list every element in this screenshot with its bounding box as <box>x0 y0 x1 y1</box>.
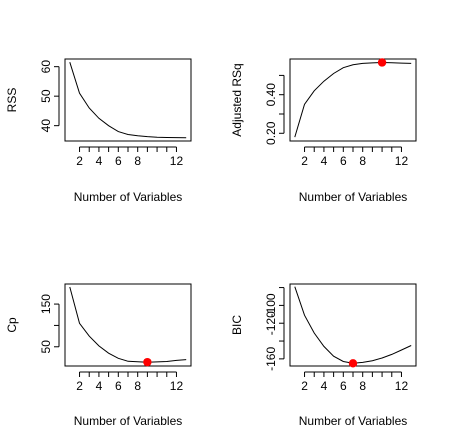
y-tick-label: -120 <box>264 311 278 335</box>
x-tick-label: 4 <box>96 379 103 393</box>
x-tick-label: 6 <box>115 379 122 393</box>
x-axis-label: Number of Variables <box>74 190 183 204</box>
y-axis-label: RSS <box>5 88 19 113</box>
x-tick-label: 2 <box>301 154 308 168</box>
x-tick-label: 8 <box>359 379 366 393</box>
x-tick-label: 2 <box>76 154 83 168</box>
panel-2: 2 4 6 8 12 0.20 0.40 Number of Variables Adjuste… <box>230 58 417 204</box>
y-tick-label: 50 <box>39 89 53 103</box>
x-tick-label: 12 <box>170 154 184 168</box>
y-axis-label: Adjusted RSq <box>230 63 244 136</box>
x-tick-label: 4 <box>321 154 328 168</box>
y-tick-label: 60 <box>39 60 53 74</box>
panel-1: 2 4 6 8 12 40 50 60 Number of Variables RSS <box>5 58 192 204</box>
y-tick-label: -100 <box>264 293 278 317</box>
y-tick-label: 50 <box>39 340 53 354</box>
y-tick-label: 150 <box>39 294 53 314</box>
x-axis-label: Number of Variables <box>299 190 408 204</box>
plot-frame <box>289 58 417 142</box>
series-line <box>294 286 412 364</box>
optimum-point <box>143 357 152 367</box>
x-tick-label: 12 <box>170 379 184 393</box>
x-tick-label: 2 <box>301 379 308 393</box>
plot-frame <box>64 283 192 367</box>
x-tick-label: 4 <box>321 379 328 393</box>
x-axis-label: Number of Variables <box>299 414 408 428</box>
plot-frame <box>64 58 192 142</box>
y-axis-label: Cp <box>5 317 19 333</box>
series-line <box>69 286 187 363</box>
x-tick-label: 4 <box>96 154 103 168</box>
x-tick-label: 12 <box>395 154 409 168</box>
x-tick-label: 8 <box>134 379 141 393</box>
x-tick-label: 8 <box>359 154 366 168</box>
y-axis-label: BIC <box>230 315 244 335</box>
series-line <box>294 61 412 138</box>
x-axis-label: Number of Variables <box>74 414 183 428</box>
x-tick-label: 6 <box>115 154 122 168</box>
y-tick-label: -160 <box>264 347 278 371</box>
y-tick-label: 0.20 <box>264 121 278 145</box>
optimum-point <box>348 359 358 368</box>
panel-4: 2 4 6 8 12 -160 -120-100 Number of Variables BIC <box>230 283 417 428</box>
panel-3: 2 4 6 8 12 50 150 Number of Variables Cp <box>5 283 192 428</box>
x-tick-label: 6 <box>340 379 347 393</box>
series-line <box>69 62 187 139</box>
x-tick-label: 6 <box>340 154 347 168</box>
y-tick-label: 40 <box>39 119 53 133</box>
optimum-point <box>377 58 387 67</box>
plot-frame <box>289 283 417 367</box>
x-tick-label: 8 <box>134 154 141 168</box>
y-tick-label: 0.40 <box>264 83 278 107</box>
x-tick-label: 12 <box>395 379 409 393</box>
x-tick-label: 2 <box>76 379 83 393</box>
